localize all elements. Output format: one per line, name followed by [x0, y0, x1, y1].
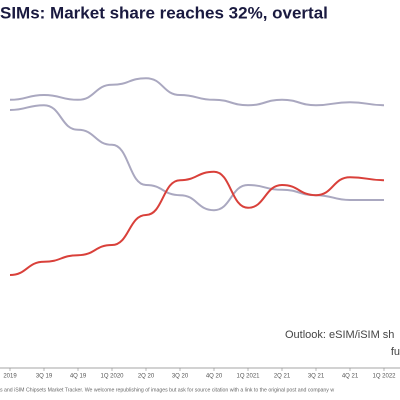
series-line — [9, 77, 385, 107]
x-tick-label: 4Q 19 — [70, 374, 87, 380]
x-tick-label: 3Q 20 — [172, 374, 189, 380]
series-line — [9, 170, 385, 276]
x-tick-label: 4Q 21 — [342, 374, 359, 380]
source-note: s and iSIM Chipsets Market Tracker. We w… — [0, 387, 334, 393]
annotation: Outlook: eSIM/iSIM sh — [285, 329, 394, 341]
x-tick-label: 4Q 20 — [206, 374, 223, 380]
x-tick-label: 3Q 21 — [308, 374, 325, 380]
annotation: fu — [391, 346, 400, 358]
x-tick-label: 2Q 21 — [274, 374, 291, 380]
series-line — [9, 104, 384, 212]
x-tick-label: 2019 — [3, 374, 17, 380]
chart-title: SIMs: Market share reaches 32%, overtal — [0, 3, 328, 22]
x-tick-label: 2Q 20 — [138, 374, 155, 380]
x-tick-label: 3Q 19 — [36, 374, 53, 380]
x-tick-label: 1Q 2021 — [236, 374, 260, 380]
x-tick-label: 1Q 2022 — [372, 374, 396, 380]
x-tick-label: 1Q 2020 — [100, 374, 124, 380]
